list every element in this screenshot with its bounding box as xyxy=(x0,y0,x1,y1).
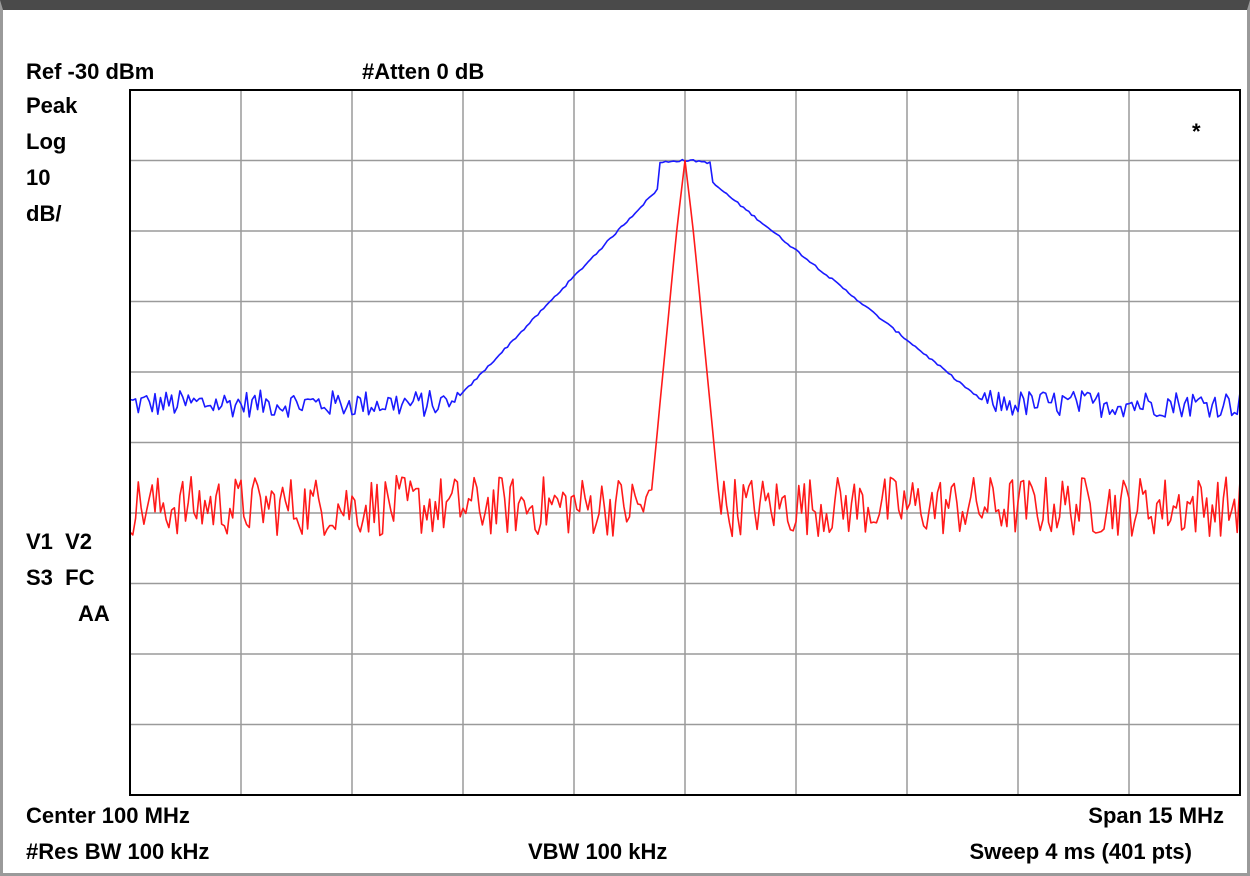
sweep-label: Sweep 4 ms (401 pts) xyxy=(969,839,1192,864)
trace-flags-row-2: S3 FC xyxy=(26,565,95,590)
resolution-bandwidth-label: #Res BW 100 kHz xyxy=(26,839,210,864)
scale-unit-label: dB/ xyxy=(26,201,62,226)
trace-group xyxy=(129,158,1241,538)
trace-red-narrow xyxy=(129,159,1241,538)
trace-flags-row-1: V1 V2 xyxy=(26,529,93,554)
marker-star: * xyxy=(1192,119,1201,144)
detector-label: Peak xyxy=(26,93,78,118)
plot-border xyxy=(129,89,1241,796)
span-label: Span 15 MHz xyxy=(1088,803,1224,828)
video-bandwidth-label: VBW 100 kHz xyxy=(528,839,668,864)
trace-flags-row-3: AA xyxy=(78,601,110,626)
scale-value-label: 10 xyxy=(26,165,51,190)
center-frequency-label: Center 100 MHz xyxy=(26,803,190,828)
scale-type-label: Log xyxy=(26,129,67,154)
reference-level-label: Ref -30 dBm xyxy=(26,59,155,84)
plot-grid xyxy=(130,90,1240,795)
attenuation-label: #Atten 0 dB xyxy=(362,59,485,84)
